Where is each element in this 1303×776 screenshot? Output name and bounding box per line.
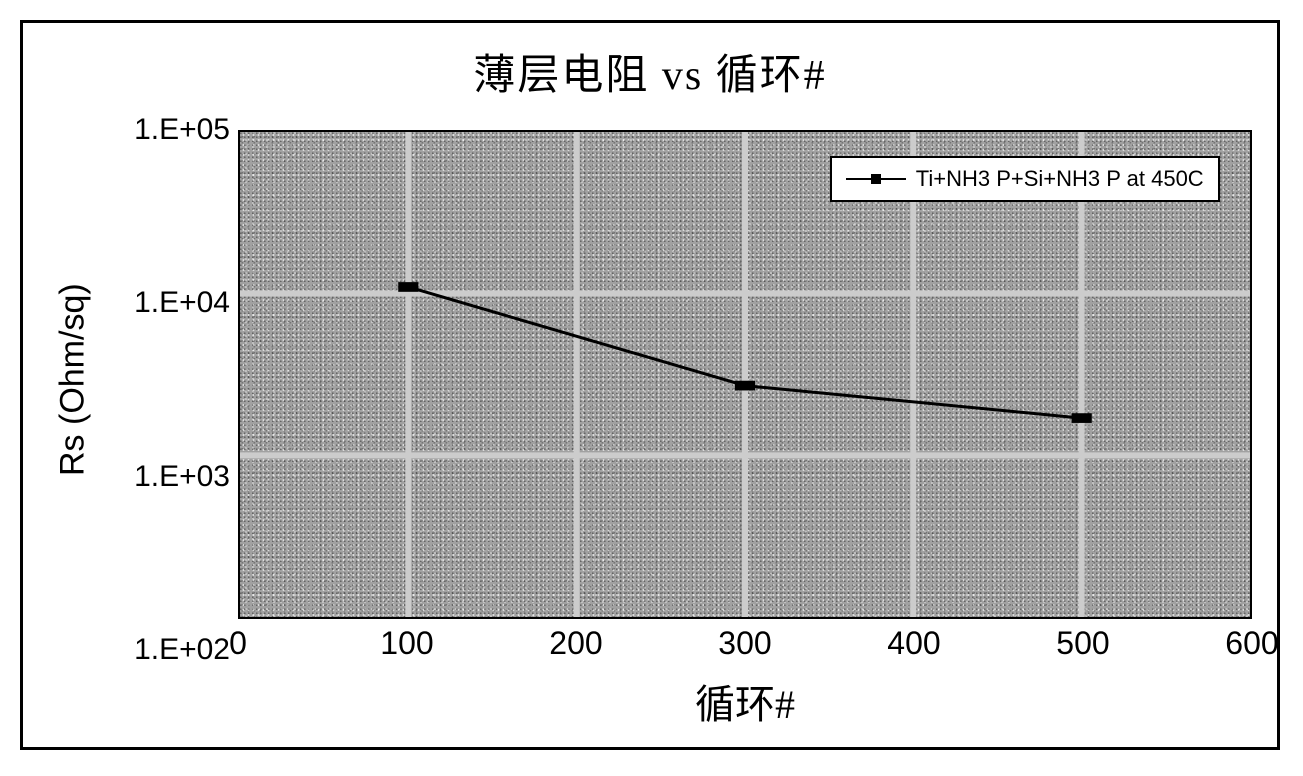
chart-container: 薄层电阻 vs 循环# Rs (Ohm/sq) 1.E+02 1.E+03 1.E+… bbox=[20, 20, 1280, 750]
chart-title: 薄层电阻 vs 循环# bbox=[48, 41, 1252, 102]
plot-area: Ti+NH3 P+Si+NH3 P at 450C bbox=[238, 130, 1252, 619]
y-axis-ticks: 1.E+021.E+031.E+041.E+05 bbox=[98, 130, 238, 650]
x-tick-label: 500 bbox=[1056, 625, 1109, 662]
y-axis-zone: Rs (Ohm/sq) 1.E+021.E+031.E+041.E+05 bbox=[48, 110, 238, 630]
data-svg bbox=[240, 132, 1250, 617]
x-axis-label: 循环# bbox=[238, 672, 1252, 730]
y-axis-label: Rs (Ohm/sq) bbox=[48, 130, 98, 630]
y-tick-label: 1.E+05 bbox=[134, 113, 230, 147]
y-tick-label: 1.E+02 bbox=[134, 633, 230, 667]
legend-marker-icon bbox=[871, 174, 881, 184]
x-tick-label: 0 bbox=[229, 625, 247, 662]
x-tick-label: 100 bbox=[380, 625, 433, 662]
legend-box: Ti+NH3 P+Si+NH3 P at 450C bbox=[830, 156, 1220, 202]
plot-zone: Ti+NH3 P+Si+NH3 P at 450C 01002003004005… bbox=[238, 110, 1252, 730]
x-tick-label: 200 bbox=[549, 625, 602, 662]
legend-sample-line bbox=[846, 178, 906, 180]
legend-text: Ti+NH3 P+Si+NH3 P at 450C bbox=[916, 166, 1204, 192]
x-axis-ticks: 0100200300400500600 bbox=[238, 625, 1252, 672]
x-tick-label: 400 bbox=[887, 625, 940, 662]
x-tick-label: 300 bbox=[718, 625, 771, 662]
y-tick-label: 1.E+04 bbox=[134, 286, 230, 320]
chart-body: Rs (Ohm/sq) 1.E+02 1.E+03 1.E+04 1.E+05 Ti+… bbox=[48, 110, 1252, 730]
x-tick-label: 600 bbox=[1225, 625, 1278, 662]
y-tick-label: 1.E+03 bbox=[134, 460, 230, 494]
